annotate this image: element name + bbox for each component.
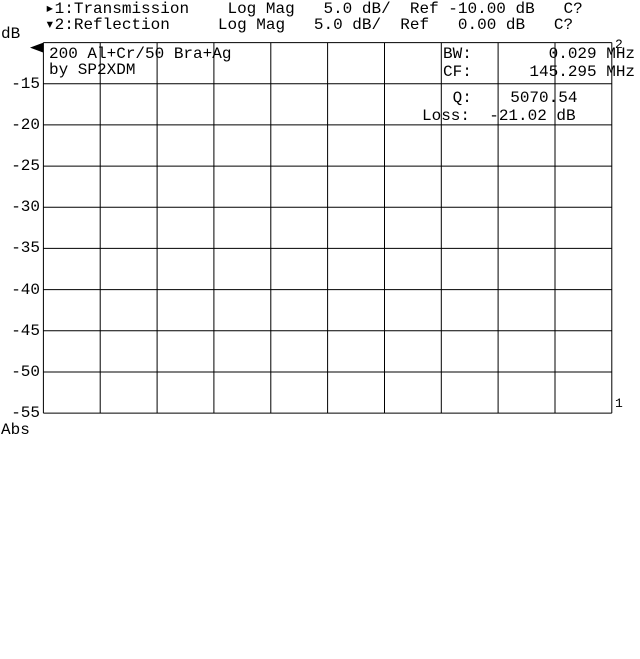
svg-text:1: 1	[615, 396, 623, 411]
